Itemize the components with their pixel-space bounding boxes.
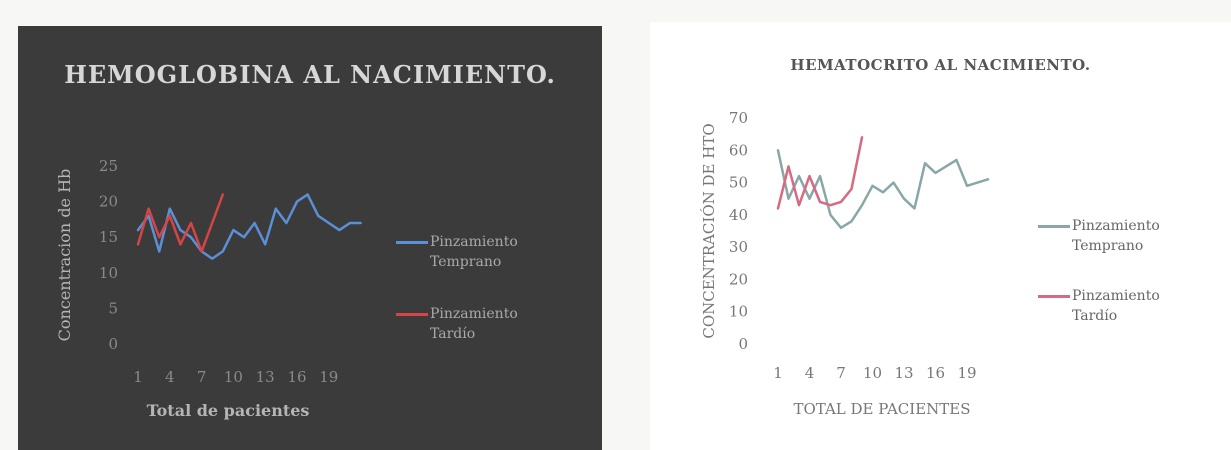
y-tick-label: 20 xyxy=(99,193,118,211)
legend-item: Pinzamiento Temprano xyxy=(396,232,550,272)
legend-item: Pinzamiento Tardío xyxy=(1038,286,1192,326)
hemoglobin-chart-panel: HEMOGLOBINA AL NACIMIENTO. 0 5 10 15 20 25 1 4 7… xyxy=(18,26,602,450)
series-line-pinzamiento-temprano xyxy=(136,193,362,260)
chart-title: HEMOGLOBINA AL NACIMIENTO. xyxy=(64,60,556,89)
y-tick-label: 25 xyxy=(99,157,118,175)
legend-label: Pinzamiento Tardío xyxy=(1072,288,1160,324)
y-tick-label: 0 xyxy=(738,335,748,353)
series-line-pinzamiento-tardio xyxy=(776,136,864,210)
y-tick-label: 5 xyxy=(108,299,118,317)
y-tick-label: 60 xyxy=(729,141,748,159)
x-tick-label: 13 xyxy=(256,368,275,386)
chart-title: HEMATOCRITO AL NACIMIENTO. xyxy=(790,56,1091,74)
x-tick-label: 16 xyxy=(287,368,306,386)
legend-item: Pinzamiento Temprano xyxy=(1038,216,1192,256)
hematocrit-chart: 0 10 20 30 40 50 60 70 1 4 7 10 13 16 19 TOTAL DE PACIE… xyxy=(700,109,990,418)
x-tick-label: 19 xyxy=(319,368,338,386)
x-tick-label: 19 xyxy=(957,364,976,382)
legend-label: Pinzamiento Tardío xyxy=(430,306,518,342)
legend-label: Pinzamiento Temprano xyxy=(430,234,518,270)
y-tick-label: 10 xyxy=(729,303,748,321)
hematocrit-chart-panel: HEMATOCRITO AL NACIMIENTO. 0 10 20 30 40 50 60… xyxy=(650,22,1231,450)
y-axis-title: Concentracion de Hb xyxy=(55,169,74,342)
legend-swatch xyxy=(1038,225,1070,228)
x-tick-label: 7 xyxy=(197,368,207,386)
legend-item: Pinzamiento Tardío xyxy=(396,304,550,344)
x-tick-label: 4 xyxy=(805,364,815,382)
x-tick-label: 1 xyxy=(133,368,143,386)
legend-swatch xyxy=(1038,295,1070,298)
x-tick-label: 13 xyxy=(894,364,913,382)
x-tick-label: 4 xyxy=(165,368,175,386)
x-tick-label: 10 xyxy=(863,364,882,382)
y-tick-label: 40 xyxy=(729,206,748,224)
y-tick-label: 15 xyxy=(99,228,118,246)
x-tick-label: 7 xyxy=(836,364,846,382)
x-axis-title: Total de pacientes xyxy=(147,401,310,420)
y-tick-label: 70 xyxy=(729,109,748,127)
series-line-pinzamiento-tardio xyxy=(136,193,225,253)
y-axis-title: CONCENTRACIÓN DE HTO xyxy=(700,123,718,338)
hemoglobin-chart: 0 5 10 15 20 25 1 4 7 10 13 16 19 Total de pacientes C… xyxy=(55,157,362,420)
x-tick-label: 10 xyxy=(224,368,243,386)
y-tick-label: 0 xyxy=(108,335,118,353)
y-tick-label: 30 xyxy=(729,238,748,256)
y-tick-label: 20 xyxy=(729,270,748,288)
legend-swatch xyxy=(396,241,428,244)
series-line-pinzamiento-temprano xyxy=(776,149,990,230)
y-tick-label: 50 xyxy=(729,174,748,192)
x-tick-label: 1 xyxy=(773,364,783,382)
legend-label: Pinzamiento Temprano xyxy=(1072,218,1160,254)
legend-swatch xyxy=(396,313,428,316)
x-tick-label: 16 xyxy=(926,364,945,382)
y-tick-label: 10 xyxy=(99,264,118,282)
x-axis-title: TOTAL DE PACIENTES xyxy=(793,400,970,418)
